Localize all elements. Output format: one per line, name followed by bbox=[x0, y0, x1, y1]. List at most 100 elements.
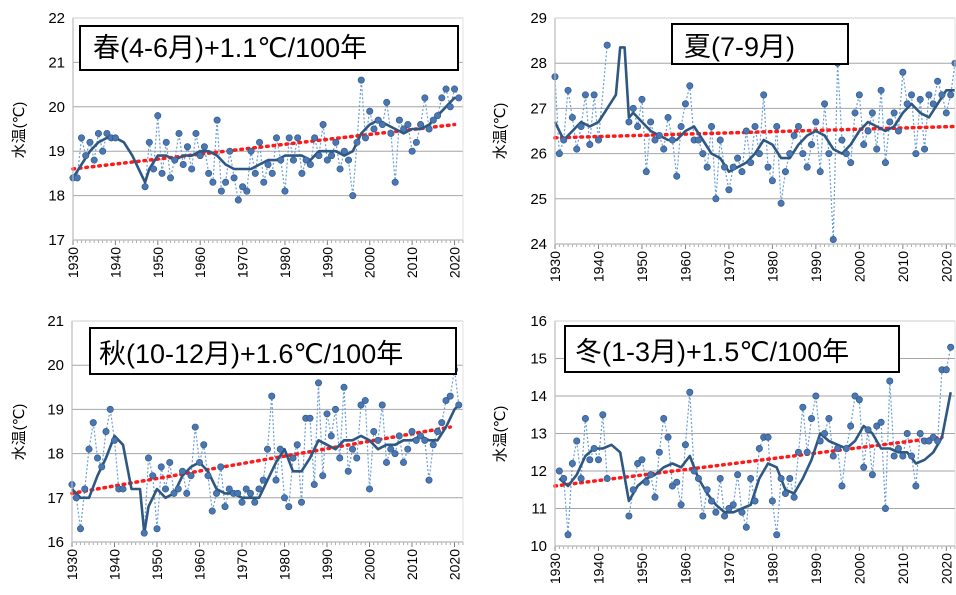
data-point bbox=[781, 168, 789, 176]
data-point bbox=[899, 452, 907, 460]
data-point bbox=[162, 485, 170, 493]
y-tick-label: 19 bbox=[48, 143, 65, 160]
data-point bbox=[451, 85, 459, 93]
data-point bbox=[860, 463, 868, 471]
data-point bbox=[734, 154, 742, 162]
y-tick-label: 27 bbox=[530, 100, 547, 117]
data-point bbox=[225, 485, 233, 493]
data-point bbox=[699, 150, 707, 158]
data-point bbox=[421, 94, 429, 102]
data-point bbox=[434, 112, 442, 120]
data-point bbox=[433, 427, 441, 435]
data-point bbox=[834, 444, 842, 452]
data-point bbox=[365, 485, 373, 493]
data-point bbox=[150, 165, 158, 173]
data-point bbox=[306, 161, 314, 169]
data-point bbox=[191, 423, 199, 431]
plot-area bbox=[72, 17, 464, 241]
data-point bbox=[581, 91, 589, 99]
x-tick-label: 2010 bbox=[404, 247, 420, 278]
data-point bbox=[145, 454, 153, 462]
data-point bbox=[446, 103, 454, 111]
data-point bbox=[264, 161, 272, 169]
data-point bbox=[851, 109, 859, 117]
chart-panel-3: 16 17 18 19 20 21 1930 1940 1950 1960 1970 1980 1990… bbox=[11, 313, 464, 580]
data-point bbox=[167, 174, 175, 182]
x-tick-label: 1980 bbox=[764, 553, 780, 584]
data-point bbox=[829, 452, 837, 460]
x-tick-label: 1940 bbox=[590, 553, 606, 584]
data-point bbox=[577, 122, 585, 130]
data-point bbox=[247, 147, 255, 155]
x-tick-label: 2010 bbox=[895, 553, 911, 584]
data-point bbox=[429, 441, 437, 449]
data-point bbox=[790, 493, 798, 501]
x-tick-label: 1950 bbox=[634, 251, 650, 282]
data-point bbox=[721, 512, 729, 520]
data-point bbox=[594, 136, 602, 144]
data-point bbox=[272, 134, 280, 142]
data-point bbox=[734, 471, 742, 479]
data-point bbox=[708, 497, 716, 505]
y-tick-label: 24 bbox=[530, 236, 547, 253]
data-point bbox=[179, 161, 187, 169]
moving-average-line bbox=[558, 392, 952, 514]
y-tick-label: 29 bbox=[530, 10, 547, 27]
data-point bbox=[102, 427, 110, 435]
data-point bbox=[686, 82, 694, 90]
data-point bbox=[668, 136, 676, 144]
data-point bbox=[319, 472, 327, 480]
data-point bbox=[890, 109, 898, 117]
data-point bbox=[98, 463, 106, 471]
data-point bbox=[90, 156, 98, 164]
data-point bbox=[183, 489, 191, 497]
data-point bbox=[681, 441, 689, 449]
data-point bbox=[773, 531, 781, 539]
data-point bbox=[694, 136, 702, 144]
chart-title: 春(4-6月)+1.1℃/100年 bbox=[93, 33, 367, 63]
data-point bbox=[238, 498, 246, 506]
data-point bbox=[590, 444, 598, 452]
data-point bbox=[455, 401, 463, 409]
data-point bbox=[86, 138, 94, 146]
data-point bbox=[673, 478, 681, 486]
data-point bbox=[280, 494, 288, 502]
data-point bbox=[916, 95, 924, 103]
data-point bbox=[149, 472, 157, 480]
x-tick-label: 1960 bbox=[677, 251, 693, 282]
data-point bbox=[234, 196, 242, 204]
data-point bbox=[239, 183, 247, 191]
data-point bbox=[315, 152, 323, 160]
data-point bbox=[157, 463, 165, 471]
data-point bbox=[387, 445, 395, 453]
data-point bbox=[877, 86, 885, 94]
data-point bbox=[260, 178, 268, 186]
data-point bbox=[673, 172, 681, 180]
x-tick-label: 2000 bbox=[851, 251, 867, 282]
data-point bbox=[881, 504, 889, 512]
data-point bbox=[314, 379, 322, 387]
data-point bbox=[755, 444, 763, 452]
x-tick-label: 1970 bbox=[234, 549, 250, 580]
chart-panel-2: 24 25 26 27 28 29 1930 1940 1950 1960 1970 1980 1990… bbox=[492, 10, 956, 282]
data-point bbox=[442, 397, 450, 405]
x-tick-label: 1990 bbox=[319, 549, 335, 580]
data-point bbox=[111, 436, 119, 444]
data-point bbox=[263, 445, 271, 453]
data-point bbox=[586, 141, 594, 149]
data-point bbox=[638, 456, 646, 464]
data-point bbox=[773, 122, 781, 130]
data-point bbox=[416, 432, 424, 440]
data-point bbox=[725, 186, 733, 194]
title-box bbox=[671, 23, 849, 65]
data-point bbox=[192, 129, 200, 137]
y-tick-label: 11 bbox=[531, 501, 547, 518]
trend-line bbox=[553, 435, 944, 488]
data-point bbox=[747, 474, 755, 482]
y-tick-label: 16 bbox=[530, 313, 547, 330]
x-tick-label: 1980 bbox=[764, 251, 780, 282]
data-point bbox=[555, 467, 563, 475]
x-tick-label: 2010 bbox=[404, 549, 420, 580]
data-point bbox=[777, 474, 785, 482]
